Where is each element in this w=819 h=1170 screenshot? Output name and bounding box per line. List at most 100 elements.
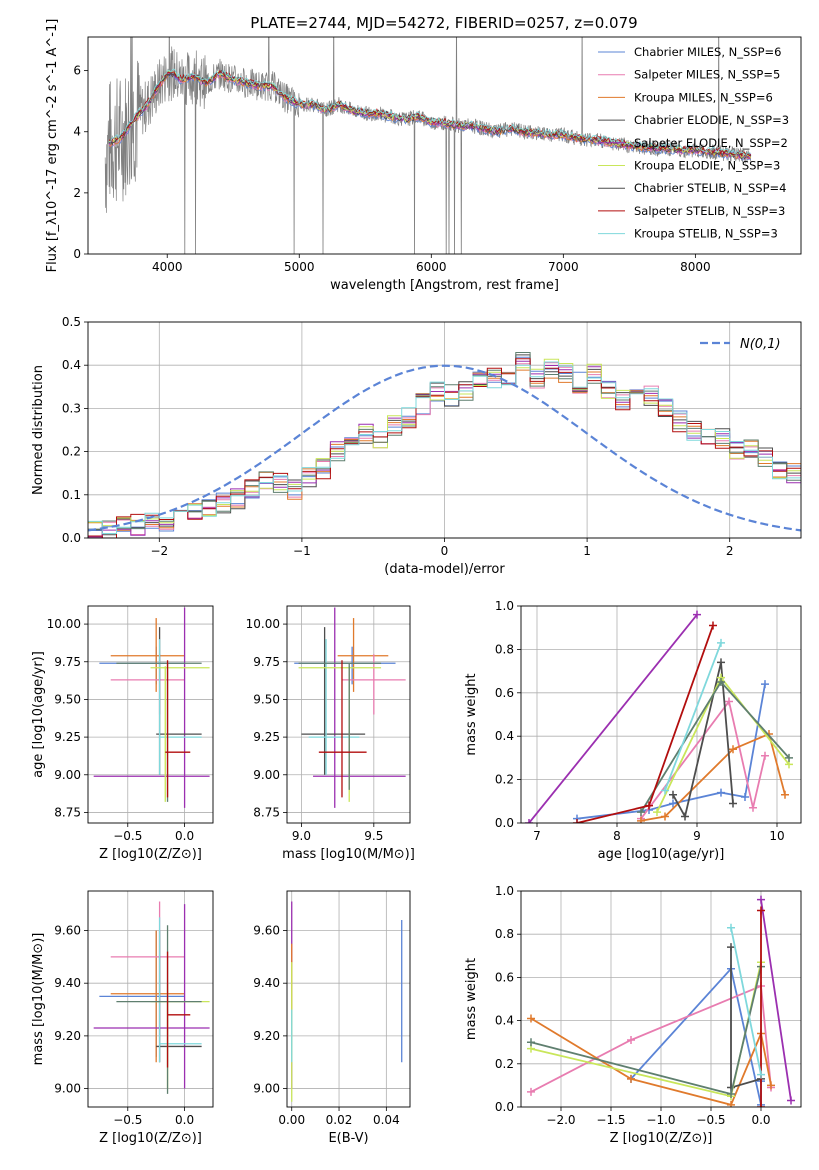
point-marker [717, 658, 725, 667]
y-tick-label: 1.0 [495, 884, 514, 898]
panel-residual-histogram: −2 −1 0 1 2 0.0 0.1 0.2 0.3 0.4 0.5 (data-model)/er… [31, 315, 802, 577]
point-marker [761, 751, 769, 760]
point-marker [637, 816, 645, 823]
y-tick-label: 9.40 [253, 976, 280, 990]
axes-frame [87, 890, 214, 1108]
x-tick-label: 0.0 [175, 829, 194, 843]
y-tick-label: 9.20 [253, 1029, 280, 1043]
legend-label: Salpeter MILES, N_SSP=5 [634, 68, 780, 82]
y-tick-label: 9.20 [54, 1029, 81, 1043]
histogram-step [88, 361, 801, 534]
plot-area [525, 610, 793, 823]
point-marker [627, 1036, 635, 1045]
axes-frame [87, 321, 802, 539]
point-marker [627, 1074, 635, 1083]
panel-age-vs-mass: 9.0 9.5 8.75 9.00 9.25 9.50 9.75 10.00 mass [log… [246, 605, 415, 862]
x-tick-label: 7 [533, 829, 541, 843]
point-marker [785, 753, 793, 762]
x-tick-label: −0.5 [113, 829, 142, 843]
series-line [576, 683, 766, 820]
y-tick-label: 9.00 [54, 1082, 81, 1096]
y-tick-label: 9.25 [54, 730, 81, 744]
point-marker [727, 1090, 735, 1099]
x-tick-label: 8000 [680, 260, 711, 274]
y-tick-label: 10.00 [246, 617, 280, 631]
legend-label: Salpeter STELIB, N_SSP=3 [634, 204, 785, 218]
panel-age-vs-Z: −0.5 0.0 8.75 9.00 9.25 9.50 9.75 10.00 Z [log10… [31, 605, 214, 862]
point-marker [729, 799, 737, 808]
y-tick-label: 0.6 [495, 970, 514, 984]
series-line [760, 899, 792, 1101]
figure-title: PLATE=2744, MJD=54272, FIBERID=0257, z=0… [250, 14, 637, 32]
legend: N(0,1) [700, 337, 781, 352]
x-tick-label: −0.5 [113, 1113, 142, 1127]
point-marker [525, 819, 533, 823]
series-line [730, 947, 762, 1089]
point-marker [717, 788, 725, 797]
axes-frame [286, 605, 411, 824]
y-axis-label: mass weight [464, 958, 479, 1040]
x-tick-label: −2 [150, 544, 168, 558]
y-tick-label: 0.8 [495, 927, 514, 941]
x-axis-label: wavelength [Angstrom, rest frame] [330, 278, 559, 293]
x-tick-label: 0.02 [326, 1113, 353, 1127]
legend-label: Salpeter ELODIE, N_SSP=2 [634, 136, 788, 150]
plot-area [104, 37, 752, 254]
point-marker [527, 1087, 535, 1096]
histogram-step [88, 369, 801, 538]
point-marker [757, 1070, 765, 1079]
histogram-step [88, 356, 801, 532]
point-marker [727, 943, 735, 952]
series-line [640, 699, 766, 820]
point-marker [757, 906, 765, 915]
y-tick-label: 9.00 [54, 768, 81, 782]
axes-frame [87, 605, 214, 824]
plot-area [93, 607, 210, 808]
y-tick-label: 8.75 [253, 805, 280, 819]
legend-label: Kroupa ELODIE, N_SSP=3 [634, 159, 780, 173]
y-tick-label: 0.6 [495, 686, 514, 700]
plot-area [294, 607, 406, 808]
legend-label: Chabrier ELODIE, N_SSP=3 [634, 113, 789, 127]
y-tick-label: 0.2 [495, 1057, 514, 1071]
point-marker [645, 801, 653, 810]
x-axis-label: mass [log10(M/M⊙)] [282, 847, 415, 862]
point-marker [749, 803, 757, 812]
x-tick-label: 9 [693, 829, 701, 843]
point-marker [693, 610, 701, 619]
y-tick-label: 0.0 [495, 816, 514, 830]
y-tick-label: 0.0 [62, 531, 81, 545]
point-marker [741, 792, 749, 801]
point-marker [669, 790, 677, 799]
point-marker [661, 786, 669, 795]
y-tick-label: 0.4 [495, 1014, 514, 1028]
x-tick-label: −1 [293, 544, 311, 558]
y-tick-label: 10.00 [47, 617, 81, 631]
y-tick-label: 0.2 [62, 445, 81, 459]
x-tick-label: 1 [583, 544, 591, 558]
x-tick-label: 5000 [284, 260, 315, 274]
y-tick-label: 9.50 [253, 692, 280, 706]
y-axis-label: Flux [f_λ10^-17 erg cm^-2 s^-1 A^-1] [45, 19, 60, 273]
y-tick-label: 0.0 [495, 1100, 514, 1114]
axes-frame [87, 36, 802, 255]
y-tick-label: 0.2 [495, 773, 514, 787]
series-line [530, 984, 772, 1093]
series-line [640, 680, 790, 813]
panel-massweight-vs-Z: −2.0 −1.5 −1.0 −0.5 0.0 0.0 0.2 0.4 0.6 0.8 1.0 Z [… [464, 884, 802, 1146]
point-marker [757, 1103, 765, 1107]
point-marker [669, 799, 677, 808]
x-axis-label: Z [log10(Z/Z⊙)] [99, 1131, 202, 1146]
point-marker [573, 819, 581, 823]
legend: Chabrier MILES, N_SSP=6 Salpeter MILES, N… [598, 45, 789, 241]
panel-massweight-vs-age: 7 8 9 10 0.0 0.2 0.4 0.6 0.8 1.0 age [log10(age/yr… [464, 599, 802, 862]
legend-label: Kroupa MILES, N_SSP=6 [634, 90, 773, 104]
point-marker [727, 1100, 735, 1107]
y-tick-label: 9.60 [54, 924, 81, 938]
y-tick-label: 0.4 [62, 358, 81, 372]
y-tick-label: 2 [73, 186, 81, 200]
y-tick-label: 9.25 [253, 730, 280, 744]
x-tick-label: −1.5 [596, 1113, 625, 1127]
x-axis-label: Z [log10(Z/Z⊙)] [610, 1131, 713, 1146]
